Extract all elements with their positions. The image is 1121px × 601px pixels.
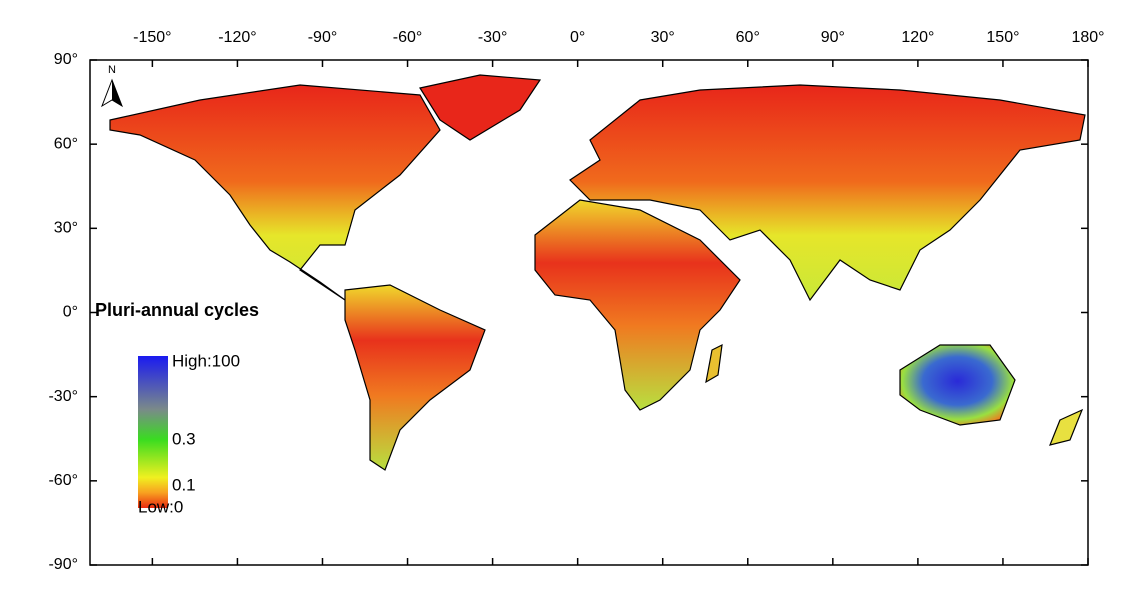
new-zealand [1049,408,1084,446]
x-tick-label: -90° [308,29,338,46]
x-tick-label: -30° [478,29,508,46]
madagascar [705,343,723,384]
x-tick-label: 60° [736,29,760,46]
y-tick-label: -90° [48,556,78,573]
x-tick-label: 30° [651,29,675,46]
x-tick-label: -150° [133,29,171,46]
greenland [419,74,542,141]
legend-label: High:100 [172,351,240,370]
eurasia [569,84,1086,302]
australia [899,344,1016,426]
y-tick-label: -30° [48,388,78,405]
y-tick-label: 0° [63,304,78,321]
land [109,74,1086,471]
y-tick-label: 30° [54,220,78,237]
legend-label: 0.3 [172,429,196,448]
x-tick-label: 180° [1071,29,1104,46]
x-tick-label: -120° [218,29,256,46]
x-tick-label: 90° [821,29,845,46]
axes: -150° -120° -90° -60° -30° 0° 30° 60° 90° 120° 150… [48,29,1104,573]
x-tick-label: 150° [986,29,1019,46]
north-label: N [108,64,116,76]
north-arrow: N [101,64,123,108]
x-tick-label: -60° [393,29,423,46]
legend-color-bar [138,356,168,508]
south-america [344,284,486,471]
north-america [109,84,441,301]
x-tick-label: 0° [570,29,585,46]
legend-label: 0.1 [172,475,196,494]
y-tick-label: -60° [48,472,78,489]
legend-title: Pluri-annual cycles [95,300,259,320]
legend-label: Low:0 [138,497,183,516]
north-arrow-half [112,80,122,106]
y-tick-label: 60° [54,135,78,152]
x-tick-label: 120° [901,29,934,46]
y-tick-label: 90° [54,51,78,68]
africa [534,199,741,411]
